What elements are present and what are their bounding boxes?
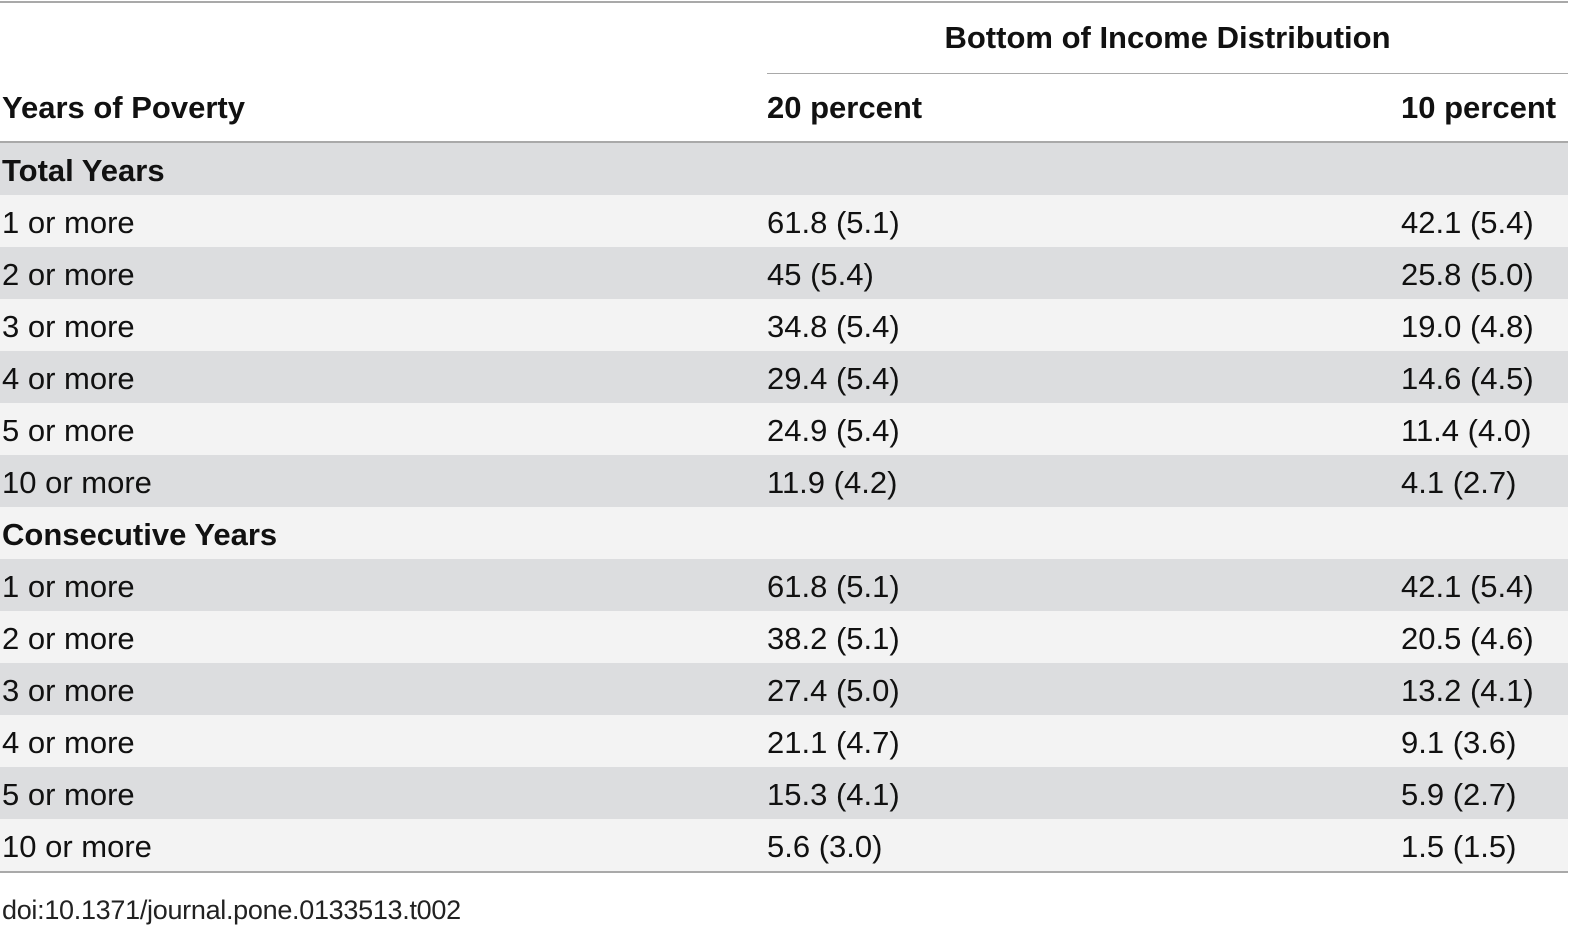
cell-10-percent: 14.6 (4.5) [1401, 361, 1534, 396]
cell-10-percent: 1.5 (1.5) [1401, 829, 1517, 864]
row-label: 4 or more [2, 725, 135, 760]
table-row: 10 or more 11.9 (4.2) 4.1 (2.7) [0, 455, 1568, 507]
column-header-20-percent: 20 percent [767, 90, 923, 125]
cell-20-percent: 27.4 (5.0) [767, 673, 900, 708]
section-row-total-years: Total Years [0, 143, 1568, 195]
section-title: Total Years [2, 153, 165, 188]
table-row: 10 or more 5.6 (3.0) 1.5 (1.5) [0, 819, 1568, 871]
row-label: 2 or more [2, 257, 135, 292]
row-label: 10 or more [2, 829, 152, 864]
cell-20-percent: 61.8 (5.1) [767, 205, 900, 240]
cell-20-percent: 24.9 (5.4) [767, 413, 900, 448]
table-row: 3 or more 27.4 (5.0) 13.2 (4.1) [0, 663, 1568, 715]
cell-20-percent: 29.4 (5.4) [767, 361, 900, 396]
cell-10-percent: 19.0 (4.8) [1401, 309, 1534, 344]
cell-10-percent: 42.1 (5.4) [1401, 569, 1534, 604]
cell-10-percent: 13.2 (4.1) [1401, 673, 1534, 708]
doi-caption: doi:10.1371/journal.pone.0133513.t002 [2, 895, 461, 925]
cell-10-percent: 5.9 (2.7) [1401, 777, 1517, 812]
row-label: 3 or more [2, 309, 135, 344]
cell-20-percent: 38.2 (5.1) [767, 621, 900, 656]
table-row: 2 or more 38.2 (5.1) 20.5 (4.6) [0, 611, 1568, 663]
cell-10-percent: 42.1 (5.4) [1401, 205, 1534, 240]
row-label: 10 or more [2, 465, 152, 500]
cell-20-percent: 5.6 (3.0) [767, 829, 883, 864]
column-header-years-of-poverty: Years of Poverty [2, 90, 245, 125]
table-row: 2 or more 45 (5.4) 25.8 (5.0) [0, 247, 1568, 299]
row-label: 3 or more [2, 673, 135, 708]
cell-20-percent: 61.8 (5.1) [767, 569, 900, 604]
group-header-income-distribution: Bottom of Income Distribution [944, 20, 1391, 55]
table-row: 1 or more 61.8 (5.1) 42.1 (5.4) [0, 195, 1568, 247]
table-row: 4 or more 29.4 (5.4) 14.6 (4.5) [0, 351, 1568, 403]
section-title: Consecutive Years [2, 517, 278, 552]
row-label: 1 or more [2, 569, 135, 604]
cell-10-percent: 9.1 (3.6) [1401, 725, 1517, 760]
table-bottom-rule [0, 871, 1568, 873]
column-header-10-percent: 10 percent [1401, 90, 1557, 125]
table-top-rule [0, 1, 1568, 3]
row-label: 4 or more [2, 361, 135, 396]
cell-20-percent: 11.9 (4.2) [767, 465, 898, 500]
section-row-consecutive-years: Consecutive Years [0, 507, 1568, 559]
cell-20-percent: 34.8 (5.4) [767, 309, 900, 344]
table-row: 5 or more 24.9 (5.4) 11.4 (4.0) [0, 403, 1568, 455]
cell-10-percent: 25.8 (5.0) [1401, 257, 1534, 292]
row-label: 1 or more [2, 205, 135, 240]
table-row: 5 or more 15.3 (4.1) 5.9 (2.7) [0, 767, 1568, 819]
table-row: 4 or more 21.1 (4.7) 9.1 (3.6) [0, 715, 1568, 767]
row-label: 5 or more [2, 777, 135, 812]
header-bottom-rule [0, 141, 1568, 143]
cell-20-percent: 45 (5.4) [767, 257, 874, 292]
cell-20-percent: 21.1 (4.7) [767, 725, 900, 760]
group-header-rule [767, 73, 1568, 74]
cell-10-percent: 11.4 (4.0) [1401, 413, 1532, 448]
row-label: 2 or more [2, 621, 135, 656]
table-row: 1 or more 61.8 (5.1) 42.1 (5.4) [0, 559, 1568, 611]
row-label: 5 or more [2, 413, 135, 448]
table-row: 3 or more 34.8 (5.4) 19.0 (4.8) [0, 299, 1568, 351]
table-body: Total Years 1 or more 61.8 (5.1) 42.1 (5… [0, 143, 1568, 871]
cell-10-percent: 4.1 (2.7) [1401, 465, 1517, 500]
cell-10-percent: 20.5 (4.6) [1401, 621, 1534, 656]
cell-20-percent: 15.3 (4.1) [767, 777, 900, 812]
